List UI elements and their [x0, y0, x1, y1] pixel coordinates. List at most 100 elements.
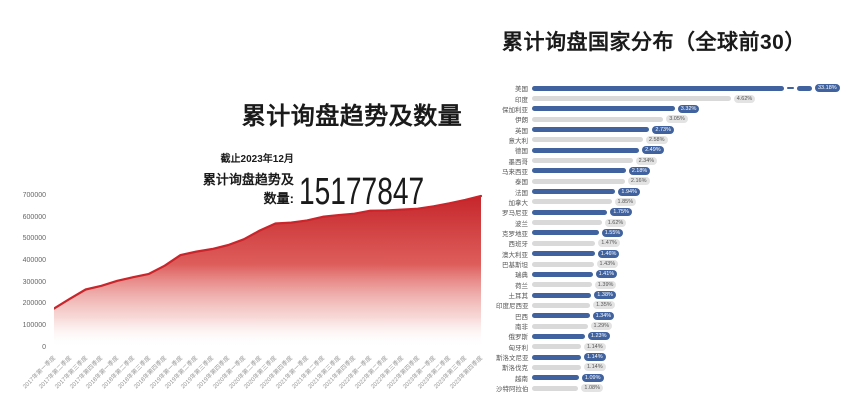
- country-label: 土耳其: [508, 293, 529, 301]
- country-label: 俄罗斯: [508, 334, 529, 342]
- value-badge: 1.46%: [597, 249, 620, 258]
- bar-row: 德国 2.49%: [496, 145, 848, 155]
- trend-chart-title: 累计询盘趋势及数量: [241, 103, 463, 130]
- value-badge: 1.34%: [592, 311, 615, 320]
- y-tick-label: 600000: [22, 213, 46, 221]
- bar: [532, 271, 593, 277]
- bar: [532, 302, 591, 308]
- value-badge: 1.47%: [598, 239, 620, 248]
- value-badge: 2.34%: [635, 156, 658, 165]
- country-label: 英国: [515, 127, 528, 135]
- bar: [532, 375, 579, 381]
- country-label: 罗马尼亚: [502, 210, 528, 218]
- bar-row: 西班牙 1.47%: [496, 238, 848, 248]
- country-label: 德国: [515, 148, 528, 156]
- country-label: 荷兰: [515, 282, 528, 290]
- bar-row: 印度尼西亚 1.35%: [496, 300, 848, 310]
- country-label: 伊朗: [515, 117, 528, 125]
- bar: [532, 364, 581, 370]
- bar: [532, 116, 664, 122]
- value-badge: 1.85%: [614, 197, 637, 206]
- total-value: 15177847: [298, 171, 425, 213]
- y-tick-label: 400000: [22, 256, 46, 264]
- bar-row: 沙特阿拉伯 1.08%: [496, 383, 848, 393]
- bar-row: 南非 1.29%: [496, 321, 848, 331]
- y-tick-label: 700000: [22, 192, 46, 199]
- value-badge: 2.73%: [652, 125, 674, 134]
- bar-row: 克罗地亚 1.55%: [496, 228, 848, 238]
- bar: [532, 199, 612, 205]
- bar-row: 伊朗 3.05%: [496, 114, 848, 124]
- bar-row: 土耳其 1.38%: [496, 290, 848, 300]
- bar-row: 越南 1.09%: [496, 373, 848, 383]
- bar: [532, 168, 626, 174]
- bar-row: 英国 2.73%: [496, 124, 848, 135]
- bar: [532, 251, 595, 257]
- bar: [532, 240, 596, 246]
- bar: [532, 344, 581, 350]
- country-label: 墨西哥: [508, 158, 529, 166]
- bar: [532, 292, 592, 298]
- value-badge: 3.05%: [666, 115, 688, 124]
- value-badge: 2.49%: [642, 146, 664, 155]
- value-badge: 2.58%: [645, 135, 668, 144]
- bar-row: 澳大利亚 1.46%: [496, 249, 848, 259]
- country-label: 斯洛伐克: [502, 365, 528, 373]
- bar-row: 加拿大 1.85%: [496, 197, 848, 207]
- bar: [532, 137, 643, 143]
- bar: [532, 333, 585, 339]
- bar: [532, 158, 633, 164]
- bar: [532, 323, 588, 329]
- bar: [532, 230, 599, 236]
- country-label: 意大利: [508, 137, 529, 145]
- bar: [532, 209, 608, 215]
- value-badge: 1.41%: [595, 270, 618, 279]
- value-badge: 1.29%: [590, 322, 613, 331]
- country-label: 法国: [515, 189, 528, 197]
- country-label: 澳大利亚: [502, 251, 528, 259]
- bar-row: 荷兰 1.39%: [496, 280, 848, 290]
- total-label: 累计询盘趋势及数量:: [202, 172, 294, 206]
- y-tick-label: 200000: [22, 300, 46, 308]
- value-badge: 2.16%: [627, 177, 650, 186]
- value-badge: 1.14%: [584, 353, 606, 362]
- bar-row: 马来西亚 2.18%: [496, 166, 848, 176]
- bar: [532, 147, 640, 153]
- bar-after-break: [797, 85, 812, 91]
- value-badge: 1.23%: [587, 332, 610, 341]
- bar: [532, 385, 579, 391]
- value-badge: 1.55%: [601, 228, 624, 237]
- trend-annotation-labels: 截止2023年12月 累计询盘趋势及数量:: [200, 150, 294, 207]
- bar: [532, 85, 784, 91]
- bar: [532, 178, 625, 184]
- country-label: 巴西: [515, 313, 528, 321]
- bar-row: 俄罗斯 1.23%: [496, 331, 848, 341]
- y-tick-label: 0: [42, 343, 46, 351]
- value-badge: 1.08%: [581, 384, 603, 393]
- value-badge: 1.75%: [610, 208, 632, 217]
- y-tick-label: 300000: [22, 278, 46, 286]
- value-badge: 1.14%: [584, 363, 606, 372]
- bar-row: 巴基斯坦 1.43%: [496, 259, 848, 269]
- country-label: 斯洛文尼亚: [496, 355, 529, 363]
- value-badge: 33.18%: [815, 84, 840, 93]
- country-label: 越南: [515, 375, 528, 383]
- country-label: 瑞典: [515, 272, 528, 280]
- country-label: 沙特阿拉伯: [496, 386, 529, 394]
- y-tick-label: 500000: [22, 235, 46, 243]
- area-fill: [54, 196, 481, 348]
- bar-row: 罗马尼亚 1.75%: [496, 207, 848, 217]
- country-label: 印度: [515, 96, 528, 104]
- country-label: 美国: [515, 86, 528, 94]
- bar-row: 斯洛伐克 1.14%: [496, 362, 848, 372]
- value-badge: 3.32%: [677, 104, 700, 113]
- bar-row: 波兰 1.62%: [496, 217, 848, 228]
- country-chart-title: 累计询盘国家分布（全球前30）: [502, 31, 806, 54]
- bar: [532, 261, 594, 267]
- country-label: 保加利亚: [502, 106, 528, 114]
- trend-line: [54, 194, 483, 310]
- value-badge: 1.35%: [593, 301, 615, 310]
- bar: [532, 127, 650, 133]
- axis-break-marker: [787, 87, 794, 90]
- bar-row: 匈牙利 1.14%: [496, 342, 848, 352]
